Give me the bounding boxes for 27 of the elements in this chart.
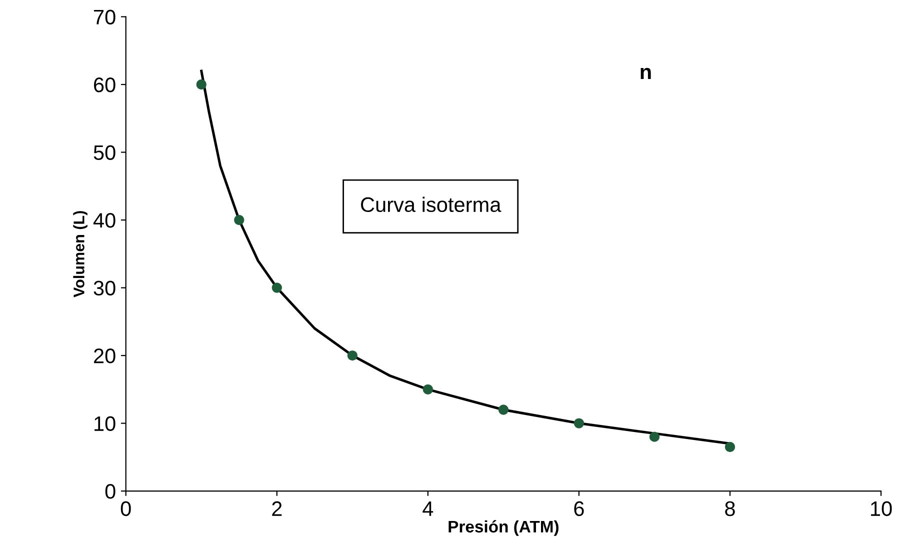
x-tick-label: 10 [871,501,892,516]
point [498,404,509,415]
point [272,282,282,293]
y-tick-label: 20 [94,348,116,364]
y-tick-label: 10 [94,416,116,432]
y-tick-label: 50 [94,145,116,160]
x-tick-label: 8 [725,501,735,516]
point [196,79,206,90]
point [649,432,660,442]
x-axis-title: Presión (ATM) [448,520,558,536]
y-tick-label: 0 [105,484,116,499]
point [422,384,434,394]
y-tick-label: 40 [93,213,116,228]
x-tick-label: 2 [272,501,282,516]
x-tick-label: 6 [574,501,584,516]
y-tick-label: 30 [94,280,116,296]
point [574,418,584,428]
x-tick-label: 0 [120,501,131,516]
y-axis-title: Volumen (L) [73,211,88,298]
point [234,214,244,226]
annotation: Curva isoterma [361,196,502,212]
annotation: n [640,68,651,80]
point [724,442,736,452]
y-tick-label: 60 [94,78,116,92]
y-tick-label: 70 [94,10,116,24]
point [347,350,358,361]
x-tick-label: 4 [422,502,434,516]
